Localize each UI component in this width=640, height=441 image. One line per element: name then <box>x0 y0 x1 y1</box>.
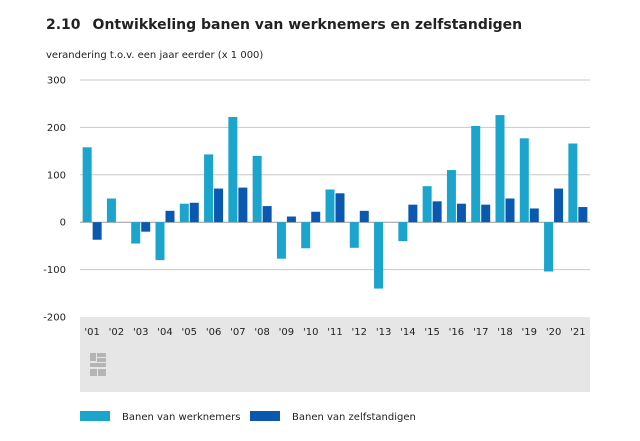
x-tick-label: '08 <box>254 327 269 338</box>
x-tick-label: '06 <box>206 327 221 338</box>
chart-title-block: 2.10 Ontwikkeling banen van werknemers en… <box>46 17 522 33</box>
bar-werknemers <box>276 222 286 259</box>
bar-werknemers <box>179 203 189 223</box>
x-tick-label: '03 <box>133 327 148 338</box>
y-tick-label: 200 <box>47 123 66 134</box>
legend-item-zelfstandigen: Banen van zelfstandigen <box>250 411 416 423</box>
bar-werknemers <box>325 189 335 223</box>
bar-werknemers <box>106 198 116 223</box>
bar-werknemers <box>544 222 554 272</box>
x-tick-label: '21 <box>570 327 585 338</box>
legend-label-werknemers: Banen van werknemers <box>122 412 241 423</box>
y-tick-label: -100 <box>43 265 66 276</box>
x-tick-label: '02 <box>109 327 124 338</box>
y-tick-label: -200 <box>43 313 66 324</box>
bar-werknemers <box>568 143 578 223</box>
chart-number: 2.10 <box>46 17 81 33</box>
bar-zelfstandigen <box>505 198 515 223</box>
legend-label-zelfstandigen: Banen van zelfstandigen <box>292 412 416 423</box>
x-tick-label: '20 <box>546 327 561 338</box>
bar-zelfstandigen <box>578 207 588 223</box>
bar-werknemers <box>82 147 92 223</box>
x-tick-label: '16 <box>449 327 464 338</box>
bar-zelfstandigen <box>238 187 248 223</box>
cbs-logo-icon <box>90 353 106 376</box>
bar-zelfstandigen <box>189 202 199 223</box>
x-tick-label: '18 <box>497 327 512 338</box>
bar-werknemers <box>349 222 359 248</box>
bar-werknemers <box>446 170 456 223</box>
legend-swatch-zelfstandigen <box>250 411 280 421</box>
x-tick-label: '19 <box>522 327 537 338</box>
bar-zelfstandigen <box>432 201 442 223</box>
bar-zelfstandigen <box>262 206 272 223</box>
x-tick-label: '14 <box>400 327 415 338</box>
bar-zelfstandigen <box>335 193 345 223</box>
bar-zelfstandigen <box>529 208 539 223</box>
bar-zelfstandigen <box>92 222 102 240</box>
chart-subtitle: verandering t.o.v. een jaar eerder (x 1 … <box>46 50 264 61</box>
legend-swatch-werknemers <box>80 411 110 421</box>
bar-werknemers <box>204 154 214 223</box>
bar-werknemers <box>228 116 238 223</box>
bar-zelfstandigen <box>408 204 418 223</box>
bar-werknemers <box>422 186 432 223</box>
x-tick-label: '04 <box>157 327 172 338</box>
bar-werknemers <box>374 222 384 289</box>
bar-werknemers <box>301 222 311 249</box>
x-tick-label: '01 <box>84 327 99 338</box>
bar-werknemers <box>131 222 141 244</box>
x-tick-label: '07 <box>230 327 245 338</box>
x-tick-label: '09 <box>279 327 294 338</box>
bar-zelfstandigen <box>359 210 369 223</box>
y-tick-label: 0 <box>60 218 66 229</box>
bar-werknemers <box>398 222 408 242</box>
bar-zelfstandigen <box>165 210 175 223</box>
x-tick-label: '12 <box>352 327 367 338</box>
bar-zelfstandigen <box>554 188 564 223</box>
bar-werknemers <box>495 115 505 223</box>
x-tick-label: '10 <box>303 327 318 338</box>
x-tick-label: '15 <box>424 327 439 338</box>
bar-werknemers <box>519 138 529 223</box>
bar-werknemers <box>252 155 262 223</box>
bar-zelfstandigen <box>456 203 466 223</box>
legend-item-werknemers: Banen van werknemers <box>80 411 241 423</box>
x-tick-label: '11 <box>327 327 342 338</box>
x-tick-label: '17 <box>473 327 488 338</box>
bar-zelfstandigen <box>141 222 151 232</box>
x-axis-band <box>80 317 590 392</box>
bar-zelfstandigen <box>286 216 296 223</box>
x-tick-label: '05 <box>182 327 197 338</box>
bar-zelfstandigen <box>481 204 491 223</box>
y-tick-label: 300 <box>47 76 66 87</box>
y-tick-label: 100 <box>47 170 66 181</box>
bar-werknemers <box>471 125 481 223</box>
bar-zelfstandigen <box>214 188 224 223</box>
bar-werknemers <box>155 222 165 261</box>
chart-title: Ontwikkeling banen van werknemers en zel… <box>92 17 523 33</box>
bar-zelfstandigen <box>311 211 321 223</box>
x-tick-label: '13 <box>376 327 391 338</box>
